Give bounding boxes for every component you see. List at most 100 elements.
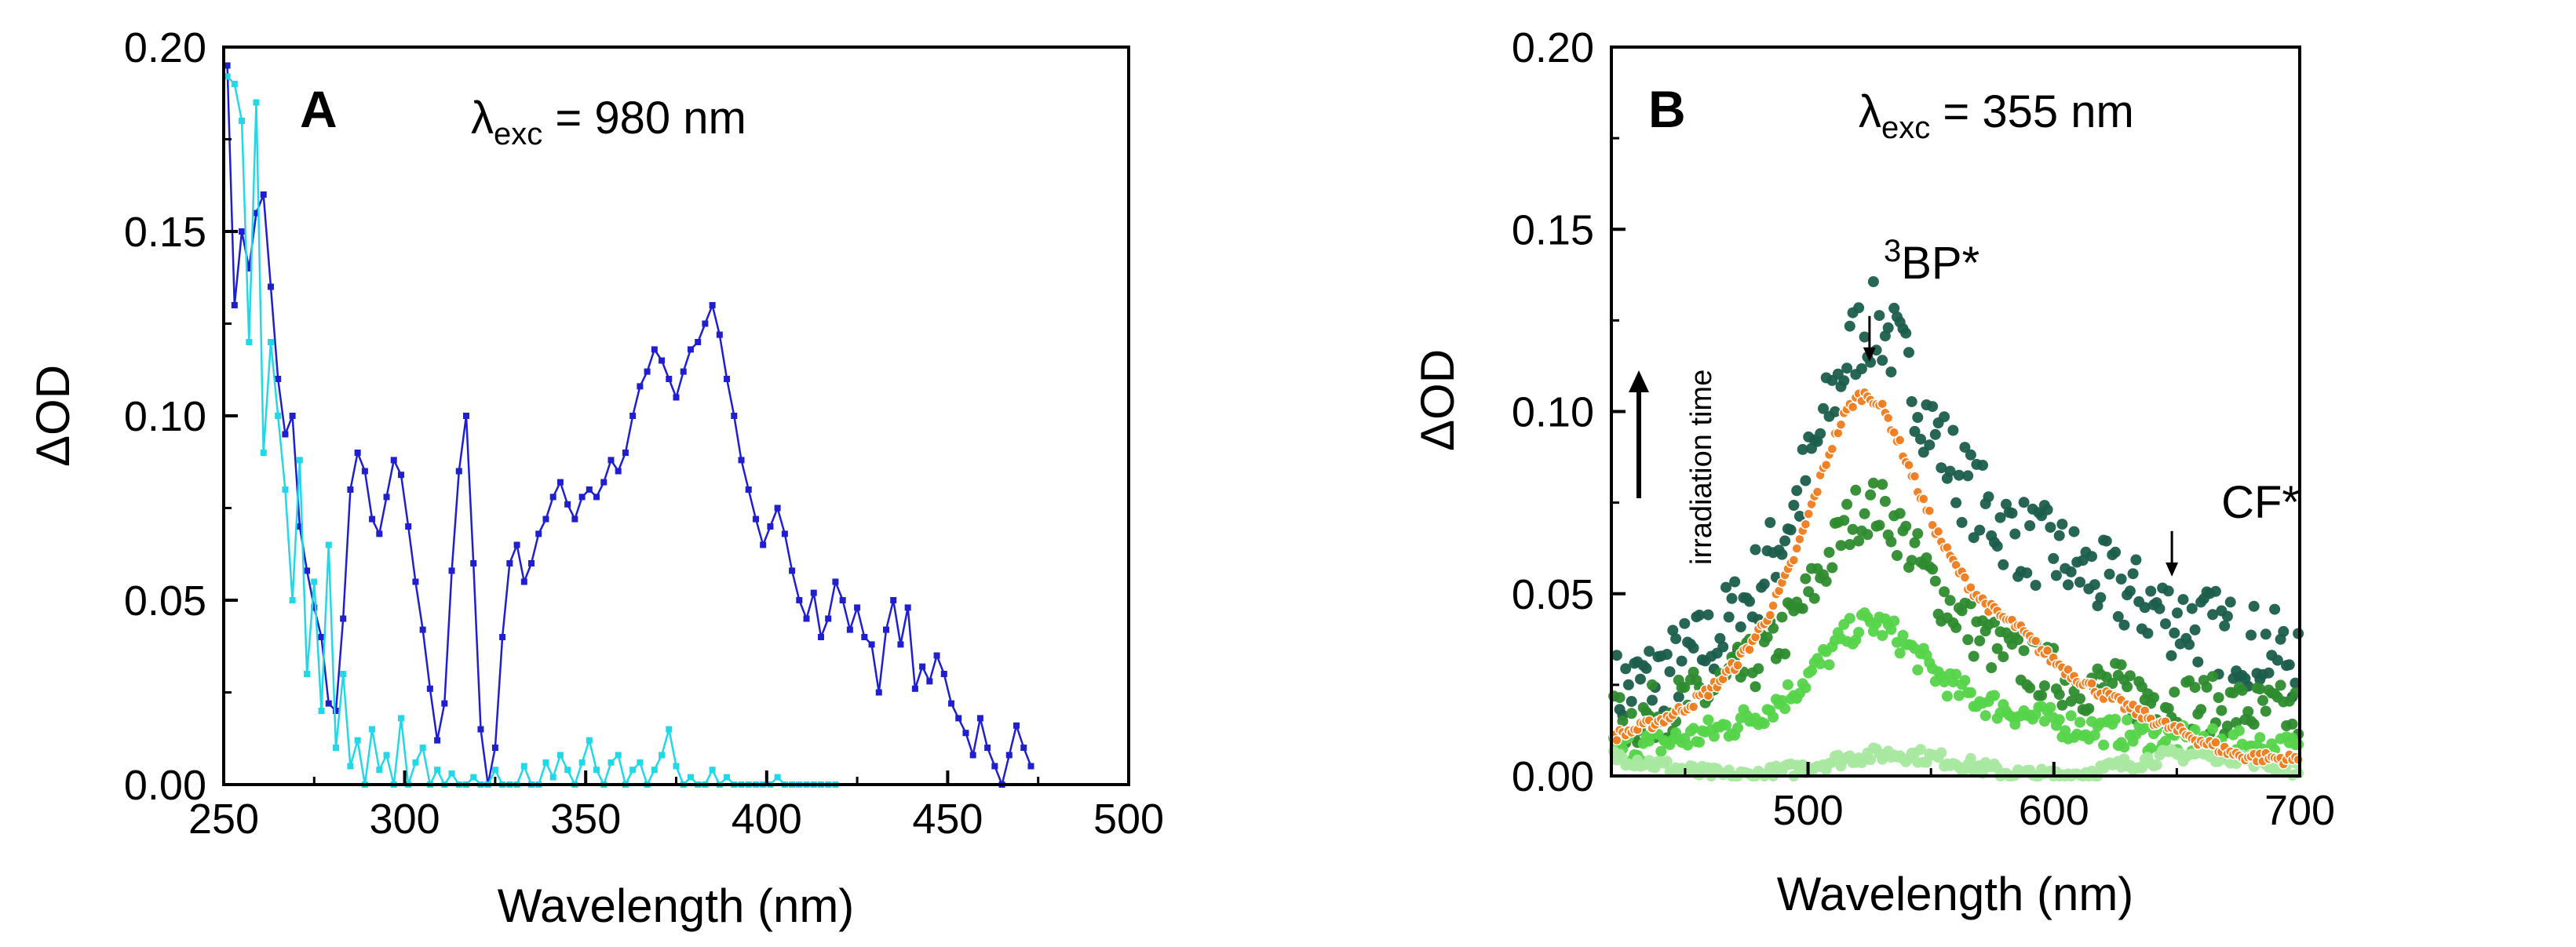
- panel-b-point-darkest-green: [2139, 602, 2151, 614]
- panel-a-point-cyan: [666, 726, 673, 733]
- panel-b-point-light-green: [2122, 714, 2133, 726]
- panel-b-point-darkest-green: [2271, 654, 2283, 666]
- panel-b-point-darkest-green: [2018, 497, 2030, 508]
- panel-a-point-blue: [354, 450, 361, 456]
- panel-b-y-tick-label: 0.10: [1512, 389, 1594, 436]
- panel-b-point-dark-green: [2122, 681, 2133, 693]
- panel-b-point-dark-green: [2290, 687, 2301, 699]
- panel-b-point-dark-green: [1835, 540, 1847, 552]
- panel-b-point-dark-green: [1867, 477, 1879, 489]
- panel-b-point-light-green: [2160, 735, 2171, 747]
- panel-b-point-dark-green: [1894, 508, 1906, 519]
- panel-b-point-orange: [1903, 459, 1914, 471]
- panel-b-point-light-green: [1688, 723, 1699, 734]
- panel-a-point-blue: [904, 604, 911, 611]
- panel-a-point-cyan: [239, 118, 246, 124]
- panel-a-point-cyan: [318, 708, 325, 714]
- panel-b-point-light-green: [1800, 682, 1812, 694]
- panel-a-point-cyan: [419, 745, 426, 751]
- panel-b-point-dark-green: [2254, 683, 2266, 695]
- panel-b-point-darkest-green: [2269, 603, 2281, 615]
- panel-b-point-darkest-green: [1635, 673, 1646, 685]
- panel-b-point-darkest-green: [2192, 656, 2204, 668]
- panel-b-point-light-green: [1979, 710, 1991, 722]
- panel-b-point-dark-green: [1826, 562, 1838, 574]
- panel-b-point-orange: [1924, 505, 1936, 516]
- panel-b-series-orange: [1608, 387, 2304, 770]
- panel-a-x-tick-label: 350: [550, 796, 621, 843]
- panel-a-point-blue: [724, 376, 731, 382]
- panel-b-point-dark-green: [2038, 680, 2050, 692]
- panel-b-point-dark-green: [1647, 679, 1658, 690]
- panel-b-point-darkest-green: [2103, 568, 2115, 580]
- panel-a-point-cyan: [231, 81, 238, 87]
- panel-a-point-cyan: [246, 339, 253, 345]
- panel-b-point-darkest-green: [2207, 609, 2219, 621]
- panel-b-point-darkest-green: [2065, 566, 2077, 577]
- panel-b-point-light-green: [1702, 714, 1714, 726]
- panel-b-point-orange: [1959, 572, 1971, 583]
- panel-b-point-light-green: [1885, 624, 1897, 636]
- panel-b-point-orange: [1847, 402, 1859, 413]
- panel-a-point-blue: [702, 320, 709, 327]
- panel-a-point-blue: [1005, 752, 1013, 759]
- panel-a-chart: 250 300 350 400 450 500 0.00 0.05 0.10 0.15 0.20 A…: [27, 24, 1164, 932]
- panel-b-point-orange: [2086, 678, 2097, 689]
- panel-b-point-darkest-green: [2124, 585, 2136, 597]
- panel-b-point-dark-green: [1865, 489, 1877, 501]
- panel-a-point-blue: [267, 283, 274, 290]
- panel-a-point-cyan: [491, 767, 498, 774]
- panel-b-point-darkest-green: [1670, 633, 1682, 645]
- panel-b-point-dark-green: [1617, 716, 1629, 727]
- panel-a-point-blue: [586, 486, 593, 493]
- panel-a-point-blue: [897, 641, 904, 648]
- panel-b-point-darkest-green: [1853, 302, 1865, 314]
- panel-b-point-light-green: [1844, 613, 1855, 625]
- panel-b-point-dark-green: [2242, 706, 2254, 717]
- panel-a-point-blue: [383, 494, 390, 501]
- panel-a-point-blue: [695, 339, 702, 345]
- panel-b-point-dark-green: [2018, 645, 2030, 657]
- panel-a-point-blue: [1013, 722, 1020, 729]
- panel-b-point-dark-green: [2074, 693, 2085, 705]
- panel-a-point-blue: [969, 752, 976, 759]
- panel-b-point-light-green: [1779, 703, 1791, 715]
- panel-a-point-cyan: [275, 413, 282, 419]
- panel-b-point-orange: [2030, 636, 2041, 647]
- panel-a-point-blue: [376, 530, 383, 537]
- panel-b-point-dark-green: [1838, 515, 1850, 526]
- panel-b-point-dark-green: [2283, 695, 2295, 707]
- panel-b-point-light-green: [2038, 716, 2050, 727]
- panel-b-point-dark-green: [1921, 552, 1932, 563]
- panel-b-point-orange: [1877, 398, 1888, 410]
- panel-a-point-cyan: [332, 745, 339, 751]
- panel-b-point-orange: [1744, 644, 1755, 655]
- panel-a-point-blue: [608, 457, 615, 464]
- panel-a-point-cyan: [383, 752, 390, 759]
- panel-a-point-blue: [506, 560, 513, 566]
- panel-a-point-cyan: [774, 774, 781, 781]
- panel-a-x-tick-label: 400: [732, 796, 802, 843]
- panel-a-point-cyan: [651, 767, 658, 774]
- panel-a-point-cyan: [267, 339, 274, 345]
- panel-a-point-blue: [304, 567, 311, 574]
- panel-b-point-dark-green: [2148, 692, 2159, 704]
- panel-b-point-dark-green: [1939, 586, 1950, 598]
- panel-b-point-light-green: [2118, 741, 2130, 753]
- panel-a-point-blue: [593, 494, 600, 501]
- panel-a-point-cyan: [687, 774, 694, 781]
- panel-b-point-dark-green: [2286, 718, 2298, 730]
- panel-b-point-dark-green: [2053, 689, 2065, 701]
- panel-b-point-light-green: [1959, 675, 1971, 687]
- panel-a-point-cyan: [311, 578, 318, 585]
- panel-a-point-blue: [239, 228, 246, 235]
- panel-a-point-blue: [781, 530, 788, 537]
- panel-b-point-pale-green: [1921, 756, 1932, 768]
- panel-b-point-darkest-green: [1915, 433, 1926, 445]
- panel-b-point-light-green: [2074, 716, 2085, 728]
- peak-label-3bp: 3BP*: [1884, 234, 1979, 289]
- panel-b-y-tick-label: 0.00: [1512, 753, 1594, 800]
- panel-b-point-darkest-green: [2186, 603, 2198, 614]
- panel-b-point-darkest-green: [2260, 628, 2271, 640]
- panel-b-point-darkest-green: [1785, 524, 1797, 536]
